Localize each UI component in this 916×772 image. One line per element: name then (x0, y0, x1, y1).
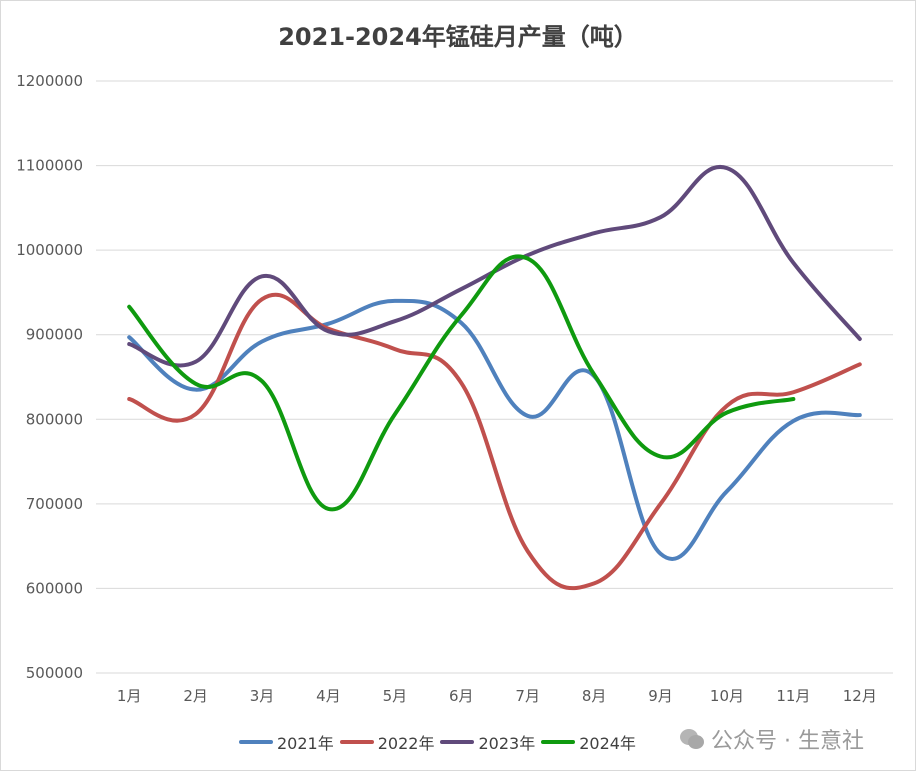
series-line-2021年 (129, 301, 860, 559)
x-tick-label: 12月 (843, 687, 877, 705)
y-tick-label: 1100000 (16, 157, 83, 175)
legend-swatch (239, 740, 273, 744)
y-tick-label: 500000 (26, 664, 83, 682)
y-tick-label: 700000 (26, 495, 83, 513)
wechat-icon (679, 728, 705, 750)
x-tick-label: 3月 (250, 687, 275, 705)
watermark: 公众号 · 生意社 (679, 723, 864, 755)
x-tick-label: 7月 (515, 687, 540, 705)
legend-item: 2022年 (340, 730, 435, 754)
legend-swatch (440, 740, 474, 744)
x-tick-label: 1月 (117, 687, 142, 705)
x-tick-label: 5月 (383, 687, 408, 705)
legend-item: 2023年 (440, 730, 535, 754)
legend-label: 2021年 (277, 730, 334, 754)
y-tick-label: 900000 (26, 326, 83, 344)
watermark-text: 公众号 · 生意社 (711, 723, 864, 755)
legend-label: 2024年 (579, 730, 636, 754)
legend-swatch (541, 740, 575, 744)
x-tick-label: 2月 (183, 687, 208, 705)
legend-item: 2024年 (541, 730, 636, 754)
x-tick-label: 10月 (710, 687, 744, 705)
legend-label: 2022年 (378, 730, 435, 754)
legend-item: 2021年 (239, 730, 334, 754)
legend: 2021年 2022年 2023年 2024年 (239, 730, 642, 754)
y-tick-label: 1200000 (16, 72, 83, 90)
legend-label: 2023年 (478, 730, 535, 754)
x-tick-label: 4月 (316, 687, 341, 705)
y-tick-label: 800000 (26, 410, 83, 428)
y-tick-label: 600000 (26, 579, 83, 597)
y-tick-label: 1000000 (16, 241, 83, 259)
x-tick-label: 11月 (776, 687, 810, 705)
legend-swatch (340, 740, 374, 744)
x-tick-label: 6月 (449, 687, 474, 705)
series-line-2022年 (129, 295, 860, 588)
x-tick-label: 9月 (648, 687, 673, 705)
x-tick-label: 8月 (582, 687, 607, 705)
